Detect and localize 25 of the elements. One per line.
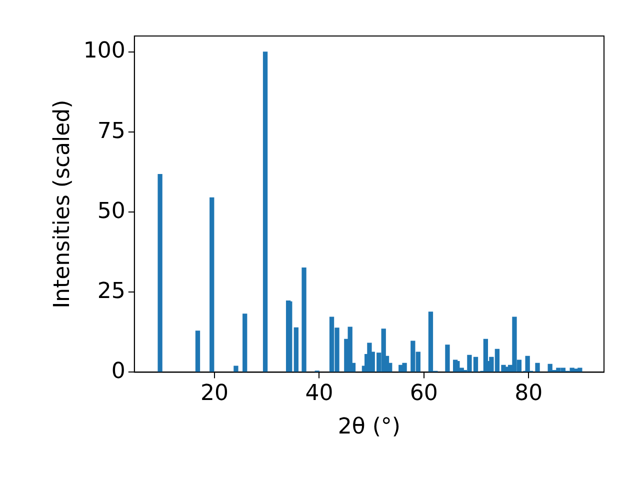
y-tick-label: 0 — [111, 358, 126, 384]
bar — [402, 362, 407, 372]
bar — [210, 197, 214, 372]
bar — [262, 52, 268, 372]
x-axis-title: 2θ (°) — [338, 414, 401, 440]
y-tick-label: 50 — [97, 198, 126, 224]
x-tick-label: 60 — [410, 381, 438, 406]
bar — [234, 366, 238, 372]
bar — [348, 326, 352, 372]
bar — [158, 174, 162, 372]
x-tick-label: 40 — [305, 381, 334, 406]
bar — [242, 314, 248, 372]
bar — [294, 327, 298, 372]
y-tick-label: 25 — [97, 278, 126, 304]
bar — [195, 330, 200, 372]
x-tick-label: 80 — [514, 381, 543, 406]
bar — [302, 267, 306, 372]
y-tick-label: 75 — [97, 118, 126, 144]
bar — [548, 364, 552, 372]
y-tick-label: 100 — [83, 38, 126, 64]
bar — [445, 344, 450, 372]
x-tick-label: 20 — [200, 381, 228, 406]
bar — [535, 362, 540, 372]
bar — [525, 356, 530, 372]
y-axis-title: Intensities (scaled) — [50, 100, 75, 308]
